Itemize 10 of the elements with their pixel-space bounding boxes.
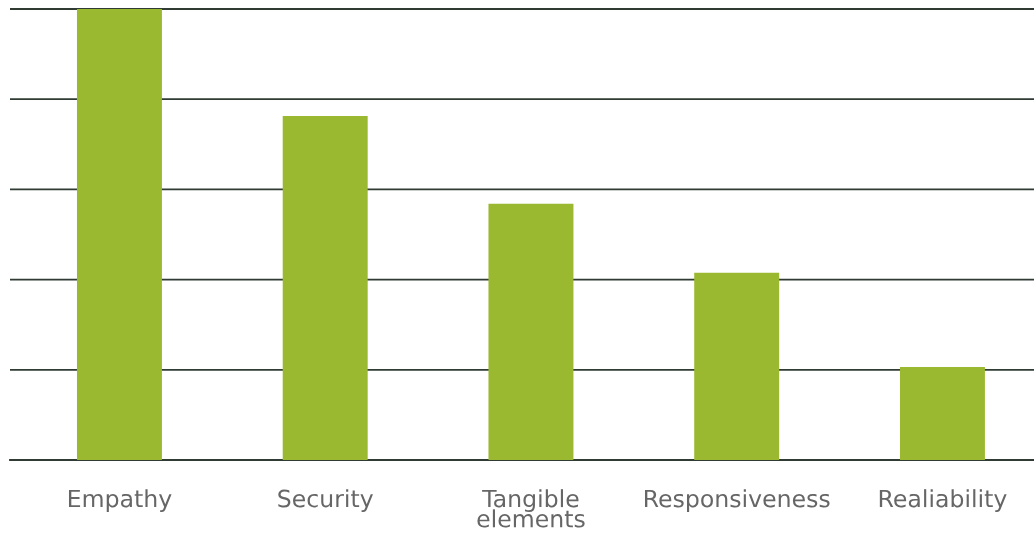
x-tick-label: Realiability [879, 489, 1007, 513]
bar [899, 367, 985, 460]
bar [282, 115, 368, 460]
x-tick-label: Responsiveness [645, 489, 830, 513]
bar [488, 203, 574, 460]
bar [694, 272, 780, 460]
x-tick-label: Tangible elements [477, 489, 585, 528]
x-tick-label: Security [278, 489, 373, 513]
x-tick-label: Empathy [68, 489, 172, 513]
bar [76, 9, 162, 460]
